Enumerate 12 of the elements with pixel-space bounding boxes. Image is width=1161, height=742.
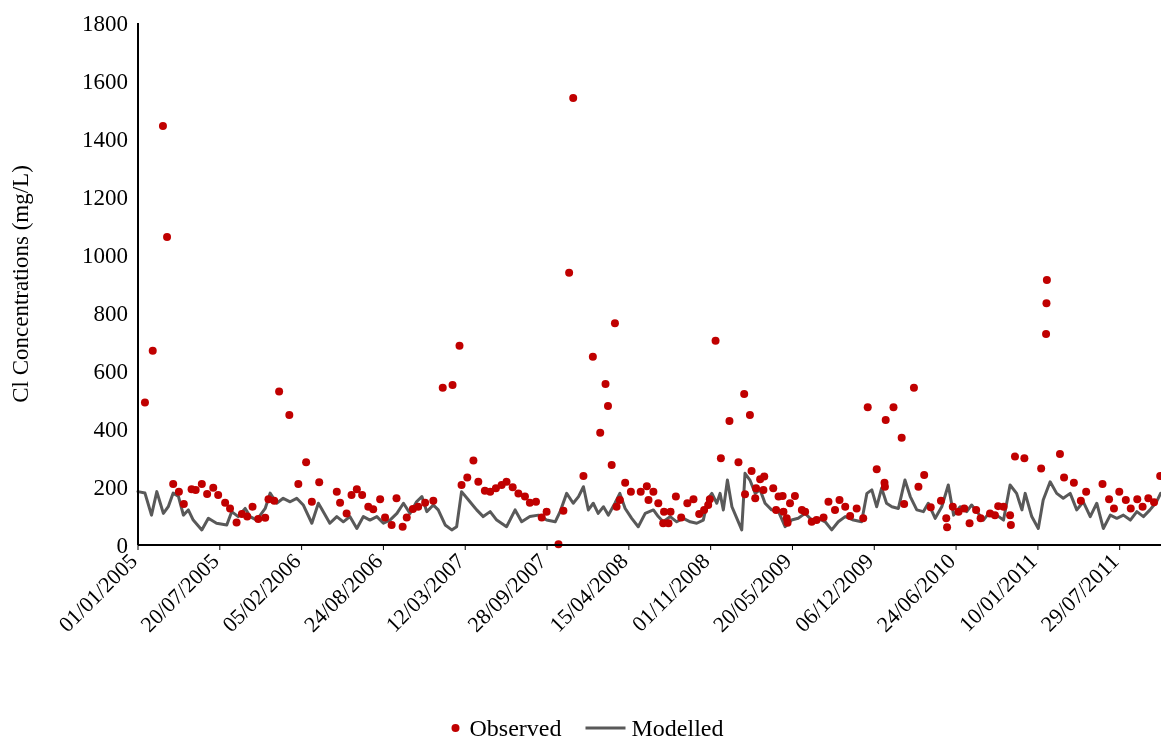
y-tick-label: 1200 (82, 185, 128, 211)
y-tick-label: 200 (93, 475, 128, 501)
y-tick-label: 600 (93, 359, 128, 385)
y-axis-title: Cl Concentrations (mg/L) (8, 165, 33, 403)
legend-label: Observed (469, 715, 562, 742)
y-tick-label: 400 (93, 417, 128, 443)
y-tick-label: 1000 (82, 243, 128, 269)
y-tick-label: 800 (93, 301, 128, 327)
legend-label: Modelled (631, 715, 724, 742)
y-tick-label: 1400 (82, 127, 128, 153)
y-tick-label: 1600 (82, 69, 128, 95)
y-tick-label: 1800 (82, 11, 128, 37)
